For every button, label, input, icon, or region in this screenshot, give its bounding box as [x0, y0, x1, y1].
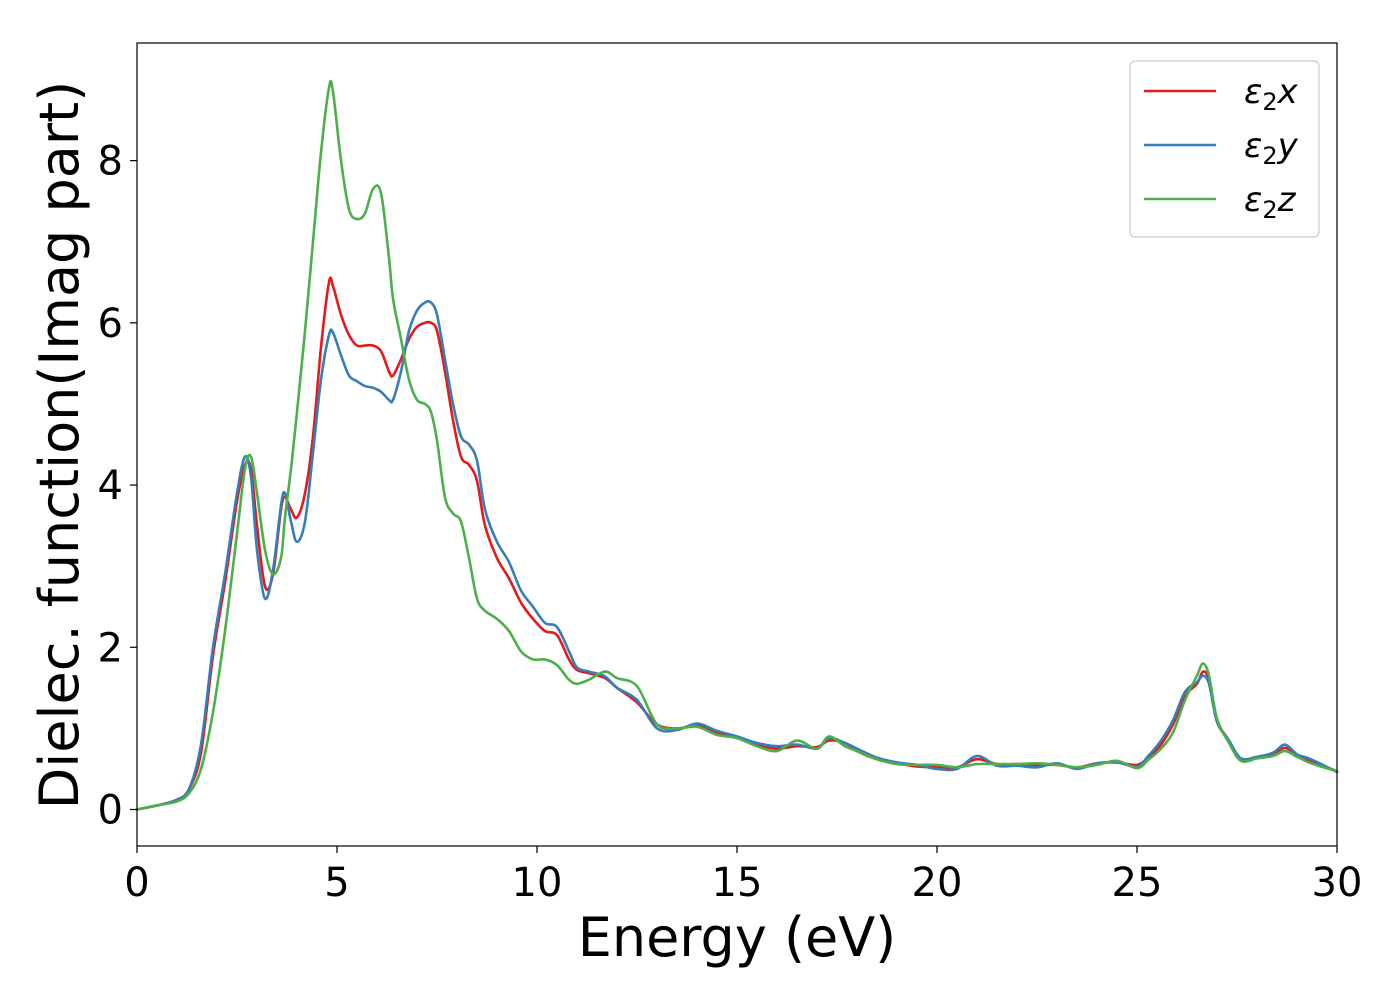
- plot-lines: [135, 79, 1339, 811]
- x-tick-label: 15: [712, 860, 763, 906]
- x-tick-label: 10: [512, 860, 563, 906]
- series-line-z: [135, 79, 1339, 811]
- y-tick-label: 6: [98, 301, 123, 347]
- y-tick-label: 0: [98, 788, 123, 834]
- legend-label-z: ε2z: [1244, 180, 1297, 224]
- y-axis-title: Dielec. function(Imag part): [28, 81, 91, 810]
- legend: ε2x ε2y ε2z: [1129, 60, 1320, 238]
- x-tick-label: 5: [324, 860, 349, 906]
- x-tick-label: 30: [1312, 860, 1363, 906]
- y-tick-label: 8: [98, 139, 123, 185]
- legend-label-x: ε2x: [1244, 72, 1299, 116]
- x-axis: 0 5 10 15 20 25 30: [124, 846, 1362, 906]
- series-line-y: [135, 299, 1339, 811]
- legend-box: [1129, 60, 1320, 238]
- y-tick-label: 2: [98, 625, 123, 671]
- y-tick-label: 4: [98, 463, 123, 509]
- x-tick-label: 25: [1112, 860, 1163, 906]
- x-tick-label: 0: [124, 860, 149, 906]
- y-axis: 0 2 4 6 8: [98, 139, 137, 834]
- legend-label-y: ε2y: [1244, 126, 1299, 170]
- x-tick-label: 20: [912, 860, 963, 906]
- x-axis-title: Energy (eV): [578, 906, 897, 969]
